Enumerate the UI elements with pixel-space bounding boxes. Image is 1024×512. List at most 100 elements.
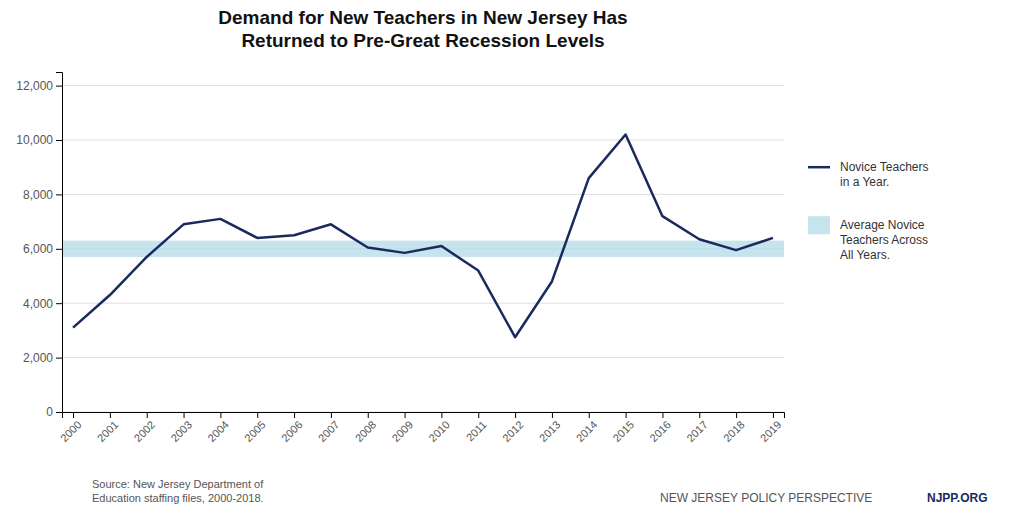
tick-mark [147,412,148,418]
text-line: NJPP.ORG [927,491,987,505]
tick-label: 2011 [464,418,489,443]
tick-mark [331,412,332,418]
text-line: Demand for New Teachers in New Jersey Ha… [218,7,627,28]
text-line: Teachers Across [840,233,928,247]
tick-mark [56,140,62,141]
tick-label: 2012 [500,418,526,444]
tick-label: 2006 [279,418,305,444]
tick-label: 2013 [537,418,563,444]
text-line: All Years. [840,248,890,262]
annotation: NJPP.ORG [927,491,987,505]
tick: 2013 [537,412,563,444]
tick: 2010 [426,412,452,444]
plot: 02,0004,0006,0008,00010,00012,0002000200… [16,73,784,445]
tick: 2007 [316,412,342,444]
tick: 2002 [132,412,158,444]
tick-mark [184,412,185,418]
tick-label: 2017 [684,418,710,444]
text-line: in a Year. [840,175,889,189]
tick-label: 2005 [242,418,268,444]
tick-label: 2019 [758,418,784,444]
grid-line [62,303,784,304]
tick: 2004 [205,412,231,444]
tick-mark [110,412,111,418]
annotation: NEW JERSEY POLICY PERSPECTIVE [660,491,872,505]
tick-mark [56,358,62,359]
tick-label: 6,000 [23,242,53,256]
tick-mark [56,86,62,87]
tick-label: 2001 [95,418,121,444]
tick-mark [56,303,62,304]
tick-mark [441,412,442,418]
tick: 4,000 [23,297,62,311]
tick: 2012 [500,412,526,444]
legend-label: Average NoviceTeachers AcrossAll Years. [840,218,928,262]
tick-label: 2007 [316,418,342,444]
tick-label: 8,000 [23,188,53,202]
tick-mark [515,412,516,418]
tick: 2,000 [23,351,62,365]
tick: 2006 [279,412,305,444]
axis-line [56,73,63,413]
tick-label: 2009 [389,418,415,444]
tick-mark [478,412,479,418]
axis-line [63,413,785,419]
legend-swatch [808,216,830,234]
tick: 2018 [721,412,747,444]
tick-mark [405,412,406,418]
tick: 10,000 [16,133,62,147]
legend-label: Novice Teachersin a Year. [840,160,929,189]
tick-mark [73,412,74,418]
legend-item: Average NoviceTeachers AcrossAll Years. [808,216,928,262]
tick: 2016 [647,412,673,444]
annotation: Source: New Jersey Department of Educatio… [92,478,264,504]
tick: 0 [46,405,62,419]
grid-line [62,140,784,141]
tick: 2009 [389,412,415,444]
text-line: Education staffing files, 2000-2018. [92,492,264,504]
tick: 2017 [684,412,710,444]
tick-label: 2000 [58,418,84,444]
tick: 2000 [58,412,84,444]
tick-mark [552,412,553,418]
grid-line [62,194,784,195]
text-line: Average Novice [840,218,925,232]
grid-line [62,357,784,358]
tick: 6,000 [23,242,62,256]
tick-mark [257,412,258,418]
text-line: Source: New Jersey Department of [92,478,264,490]
tick: 2005 [242,412,268,444]
tick-mark [699,412,700,418]
tick: 2008 [353,412,379,444]
grid [62,86,784,412]
tick-label: 2004 [205,418,231,444]
tick-mark [56,412,62,413]
tick-label: 2008 [353,418,379,444]
tick-label: 2010 [426,418,452,444]
tick: 2003 [168,412,194,444]
tick-mark [56,249,62,250]
text-line: Returned to Pre-Great Recession Levels [241,30,604,51]
series-line [73,135,773,338]
tick-label: 12,000 [16,79,53,93]
tick-label: 4,000 [23,297,53,311]
tick: 2011 [464,412,489,444]
text-line: Novice Teachers [840,160,929,174]
tick-mark [736,412,737,418]
tick-mark [56,194,62,195]
tick-label: 2002 [132,418,158,444]
chart: Demand for New Teachers in New Jersey Ha… [0,0,1024,512]
tick-mark [294,412,295,418]
tick-mark [220,412,221,418]
tick: 8,000 [23,188,62,202]
title: Demand for New Teachers in New Jersey Ha… [218,7,627,51]
x-axis: 2000 2001 2002 2003 2004 2005 2006 2007 2008 2009… [58,412,785,444]
tick: 2019 [758,412,784,444]
tick-label: 2018 [721,418,747,444]
legend-item: Novice Teachersin a Year. [808,160,929,189]
tick: 2015 [610,412,636,444]
tick-mark [626,412,627,418]
tick-mark [662,412,663,418]
legend: Novice Teachersin a Year. Average NoviceT… [808,160,929,262]
tick-mark [589,412,590,418]
